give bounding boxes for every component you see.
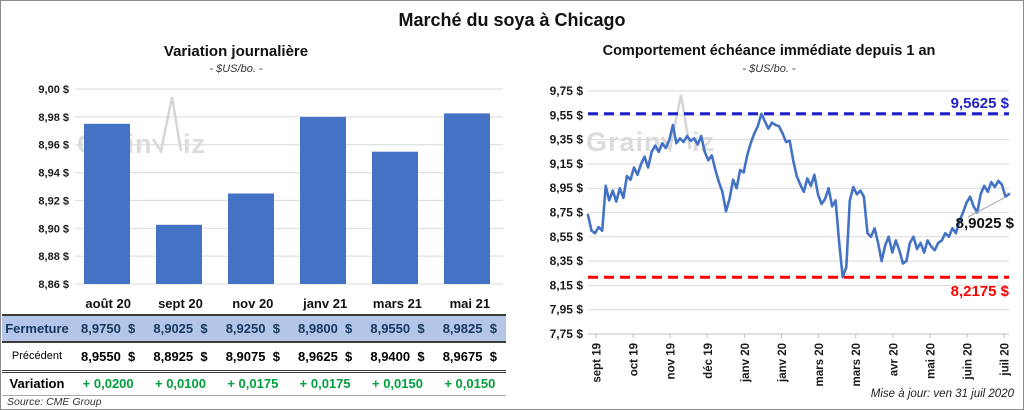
price-line — [586, 112, 1011, 279]
line-chart: 7,75 $ 7,95 $ 8,15 $ 8,35 $ 8,55 $ 8,75 $ 8,95… — [550, 84, 1015, 386]
y-tick-label: 8,15 $ — [550, 278, 584, 292]
bar-chart: 8,86 $ 8,88 $ 8,90 $ 8,92 $ 8,94 $ 8,96 $ 8,98… — [38, 84, 503, 291]
last-value-label: 8,9025 $ — [956, 215, 1015, 232]
column-header: nov 20 — [232, 296, 274, 311]
column-header: sept 20 — [158, 296, 203, 311]
callout-leader-line — [967, 196, 1007, 218]
variation-cell: + 0,0150 — [371, 376, 423, 391]
x-tick-label: mars 20 — [814, 343, 826, 386]
variation-cell: + 0,0200 — [82, 376, 134, 391]
x-tick-label: juil 20 — [1000, 343, 1012, 377]
y-tick-label: 7,75 $ — [550, 327, 584, 341]
prices-table: août 20 sept 20 nov 20 janv 21 mars 21 m… — [2, 293, 506, 396]
y-tick-label: 9,75 $ — [550, 84, 584, 98]
y-tick-label: 9,55 $ — [550, 108, 584, 122]
x-tick-label: mars 20 — [851, 343, 863, 386]
row-label: Variation — [9, 376, 65, 391]
y-tick-label: 8,55 $ — [550, 230, 584, 244]
svg-text:Grain: Grain — [586, 127, 662, 157]
y-tick-label: 7,95 $ — [550, 303, 584, 317]
column-header: mars 21 — [372, 296, 423, 311]
price-cell: 8,9550 $ — [81, 348, 136, 364]
variation-cell: + 0,0175 — [299, 376, 351, 391]
page-title: Marché du soya à Chicago — [398, 10, 626, 30]
line-chart-subtitle: - $US/bo. - — [742, 63, 796, 75]
column-header: mai 21 — [449, 296, 491, 311]
x-tick-label: déc 19 — [703, 343, 715, 379]
line-chart-title: Comportement échéance immédiate depuis 1… — [602, 43, 936, 59]
column-header: août 20 — [85, 296, 131, 311]
y-tick-label: 9,35 $ — [550, 133, 584, 147]
y-tick-label: 8,92 $ — [38, 195, 69, 207]
column-header: janv 21 — [303, 296, 348, 311]
price-cell: 8,9075 $ — [225, 348, 280, 364]
price-cell: 8,9250 $ — [225, 321, 280, 336]
price-cell: 8,9825 $ — [442, 321, 497, 336]
bar — [228, 193, 274, 284]
y-tick-label: 8,75 $ — [550, 206, 584, 220]
variation-cell: + 0,0100 — [155, 376, 206, 391]
price-cell: 8,9550 $ — [370, 321, 425, 336]
y-tick-label: 9,00 $ — [38, 84, 69, 96]
x-tick-label: janv 20 — [777, 343, 789, 383]
variation-cell: + 0,0150 — [444, 376, 496, 391]
x-tick-label: mai 20 — [925, 343, 937, 379]
source-note: Source: CME Group — [7, 396, 102, 408]
table-header-row: août 20 sept 20 nov 20 janv 21 mars 21 m… — [2, 293, 506, 315]
y-tick-label: 9,15 $ — [550, 157, 584, 171]
y-tick-label: 8,95 $ — [550, 181, 584, 195]
y-tick-label: 8,88 $ — [38, 251, 69, 263]
bar-chart-title: Variation journalière — [163, 43, 309, 60]
max-line-label: 9,5625 $ — [951, 95, 1010, 112]
row-label: Fermeture — [5, 321, 69, 336]
y-tick-label: 8,96 $ — [38, 140, 69, 152]
y-tick-label: 8,86 $ — [38, 279, 69, 291]
bar — [156, 224, 202, 284]
x-tick-label: sept 19 — [592, 343, 604, 383]
min-line-label: 8,2175 $ — [951, 283, 1010, 300]
price-cell: 8,9675 $ — [442, 348, 497, 364]
x-tick-label: avr 20 — [888, 343, 900, 376]
row-label: Précédent — [11, 350, 63, 363]
x-tick-label: oct 19 — [629, 343, 641, 376]
price-cell: 8,9400 $ — [370, 348, 425, 364]
x-tick-label: janv 20 — [740, 343, 752, 383]
x-tick-label: juin 20 — [963, 343, 975, 380]
price-cell: 8,9625 $ — [298, 348, 353, 364]
y-tick-label: 8,90 $ — [38, 223, 69, 235]
svg-text:iz: iz — [183, 129, 206, 159]
update-note: Mise à jour: ven 31 juil 2020 — [870, 388, 1014, 400]
price-cell: 8,9750 $ — [81, 321, 136, 336]
bar — [300, 116, 346, 285]
x-tick-label: nov 19 — [666, 343, 678, 379]
y-tick-label: 8,35 $ — [550, 254, 584, 268]
price-cell: 8,9800 $ — [298, 321, 353, 336]
table-row-precedent: Précédent 8,9550 $ 8,8925 $ 8,9075 $ 8,9… — [2, 342, 506, 371]
bar — [84, 123, 130, 284]
y-tick-label: 8,94 $ — [38, 168, 69, 180]
bar — [444, 113, 490, 285]
price-cell: 8,9025 $ — [153, 321, 208, 336]
bar-chart-subtitle: - $US/bo. - — [209, 63, 263, 75]
table-row-variation: Variation + 0,0200 + 0,0100 + 0,0175 + 0… — [2, 371, 506, 395]
table-row-fermeture: Fermeture 8,9750 $ 8,9025 $ 8,9250 $ 8,9… — [2, 315, 506, 342]
variation-cell: + 0,0175 — [227, 376, 279, 391]
table-corner-cell — [2, 293, 72, 315]
y-tick-label: 8,98 $ — [38, 112, 69, 124]
price-cell: 8,8925 $ — [153, 348, 208, 364]
bar — [372, 151, 418, 284]
